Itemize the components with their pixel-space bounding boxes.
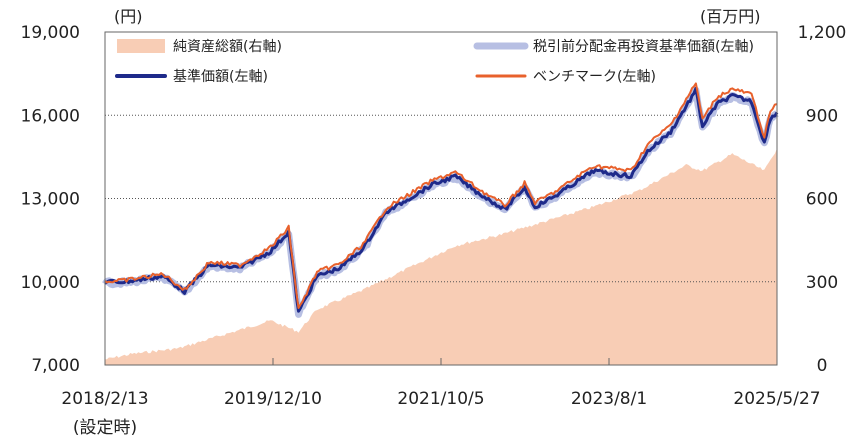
left-axis-ticks: 7,000 10,000 13,000 16,000 19,000 [21, 23, 80, 376]
area-layer [105, 148, 777, 365]
series-area-net-assets [105, 148, 777, 365]
right-tick-label: 900 [806, 106, 838, 126]
right-axis-ticks: 0 300 600 900 1,200 [798, 23, 847, 376]
left-tick-label: 16,000 [21, 106, 80, 126]
left-tick-label: 7,000 [31, 356, 80, 376]
legend-label: 基準価額(左軸) [173, 68, 268, 85]
legend-label: ベンチマーク(左軸) [533, 69, 656, 85]
x-axis-ticks: 2018/2/13 2019/12/10 2021/10/5 2023/8/1 2025… [61, 389, 820, 409]
left-tick-label: 10,000 [21, 273, 80, 293]
right-tick-label: 300 [806, 273, 838, 293]
x-tick-label: 2019/12/10 [224, 389, 322, 409]
left-tick-label: 19,000 [21, 23, 80, 43]
legend-swatch [117, 39, 165, 53]
x-tick-label: 2025/5/27 [733, 389, 820, 409]
line-layer [102, 82, 779, 318]
x-tick-label: 2021/10/5 [397, 389, 484, 409]
right-tick-label: 0 [817, 356, 828, 376]
x-axis-sublabel: (設定時) [73, 418, 137, 438]
series-line-2 [104, 86, 779, 313]
x-tick-label: 2023/8/1 [571, 389, 647, 409]
gridlines [105, 114, 777, 365]
right-tick-label: 1,200 [798, 23, 847, 43]
left-tick-label: 13,000 [21, 190, 80, 210]
right-axis-unit: (百万円) [700, 7, 761, 26]
right-tick-label: 600 [806, 190, 838, 210]
legend: 純資産総額(右軸) 税引前分配金再投資基準価額(左軸) 基準価額(左軸) ベンチマーク… [115, 38, 754, 85]
legend-label: 純資産総額(右軸) [173, 39, 282, 55]
left-axis-unit: (円) [114, 7, 143, 26]
series-line-3 [104, 82, 778, 309]
plot-frame [104, 31, 778, 366]
legend-label: 税引前分配金再投資基準価額(左軸) [533, 38, 754, 55]
x-tick-label: 2018/2/13 [61, 389, 148, 409]
